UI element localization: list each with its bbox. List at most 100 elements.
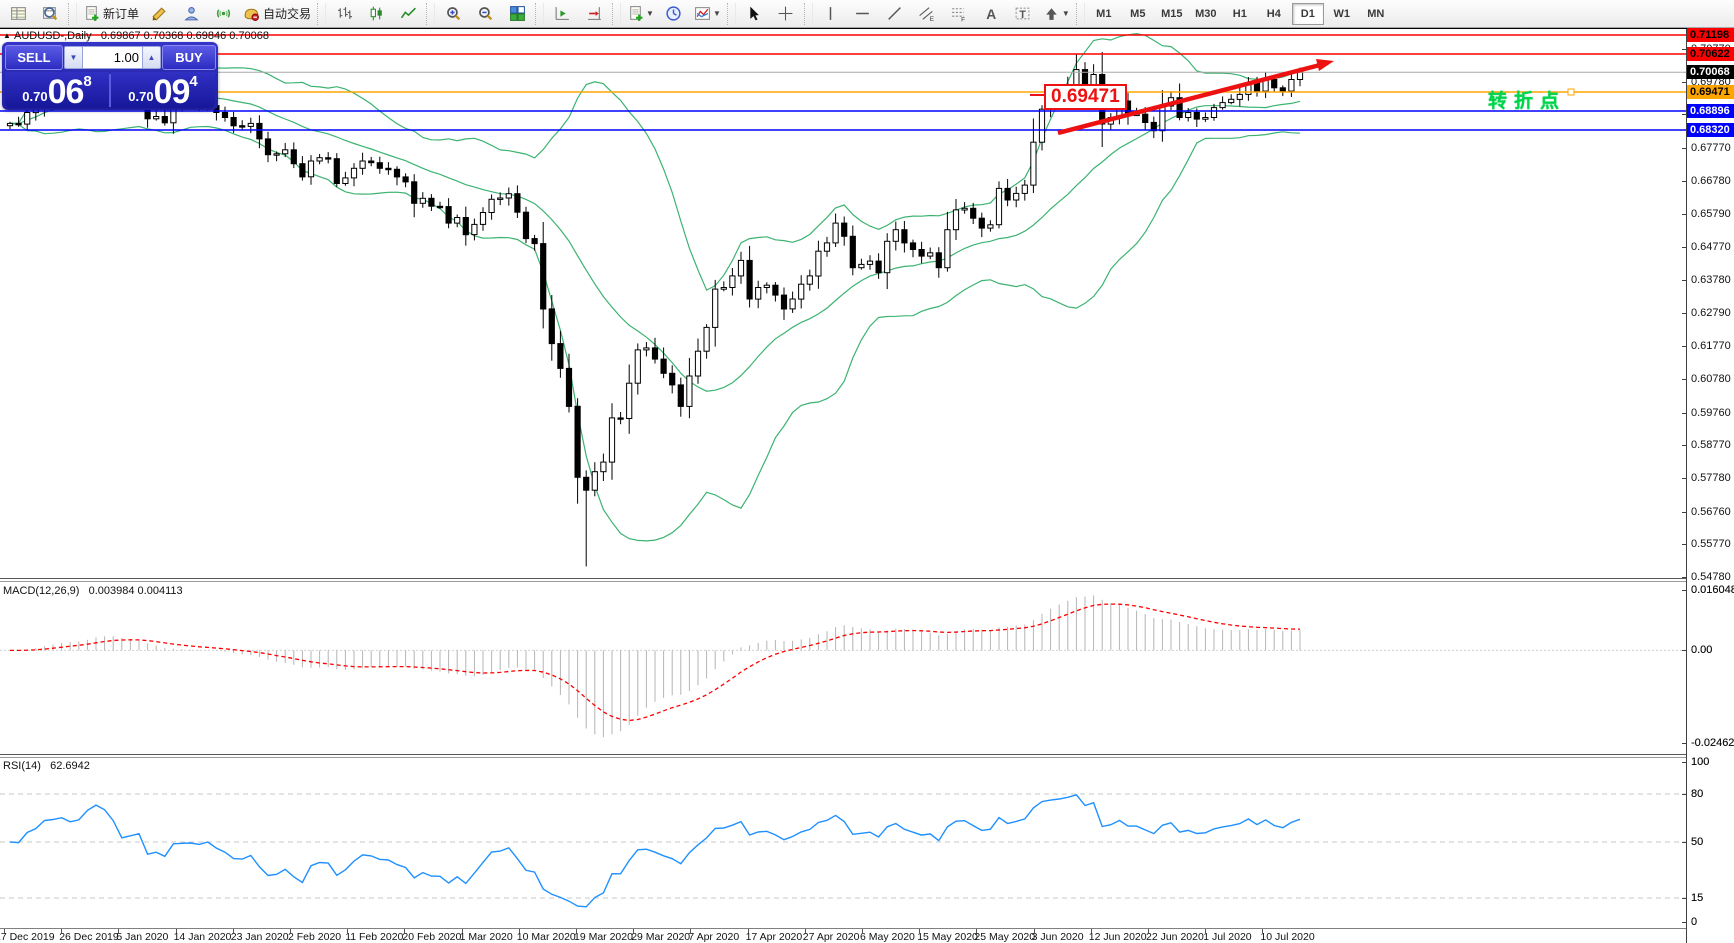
rsi-tick-label: 15 — [1691, 892, 1704, 904]
buy-button[interactable]: BUY — [162, 45, 216, 70]
zoom-in-button[interactable] — [438, 1, 468, 27]
axis-tick — [1682, 743, 1687, 744]
timeframe-button-w1[interactable]: W1 — [1333, 7, 1351, 20]
terminal-button[interactable] — [176, 1, 206, 27]
turning-point-label[interactable]: 转折点 — [1488, 91, 1567, 112]
date-label: 2 Feb 2020 — [288, 931, 342, 943]
auto-scroll-button[interactable] — [547, 1, 577, 27]
date-label: 22 Jun 2020 — [1146, 931, 1204, 943]
date-axis[interactable]: 17 Dec 2019 26 Dec 2019 5 Jan 2020 14 Jan 2… — [0, 929, 1686, 943]
new-order-button[interactable]: 新订单 — [80, 1, 142, 27]
timeframe-button-mn[interactable]: MN — [1367, 7, 1385, 20]
price-chart-svg — [0, 32, 1686, 908]
sell-price-display[interactable]: 0.70 06 8 — [5, 72, 109, 109]
timeframe-button-h4[interactable]: H4 — [1266, 7, 1281, 20]
text-label-button[interactable]: T — [1008, 1, 1038, 27]
rsi-tick-label: 100 — [1691, 756, 1710, 768]
main-macd-separator[interactable] — [0, 578, 1686, 579]
line-chart-icon — [400, 5, 417, 22]
timeframe-button-h1[interactable]: H1 — [1232, 7, 1247, 20]
macd-rsi-separator[interactable] — [0, 754, 1686, 755]
signals-button[interactable] — [208, 1, 238, 27]
dropdown-caret-icon[interactable]: ▼ — [712, 9, 721, 18]
crosshair-button[interactable] — [771, 1, 801, 27]
clock-button[interactable] — [659, 1, 689, 27]
chart-symbol-period: AUDUSD-,Daily — [14, 30, 92, 42]
price-tick-label: 0.54780 — [1691, 571, 1731, 583]
macd-tick-label: -0.024625 — [1691, 737, 1734, 749]
volume-input[interactable] — [82, 46, 144, 69]
axis-tick — [1682, 346, 1687, 348]
market-watch-icon — [10, 5, 27, 22]
macd-name: MACD(12,26,9) — [3, 585, 80, 597]
chart-shift-button[interactable] — [579, 1, 609, 27]
date-tick — [290, 929, 291, 933]
price-callout-tick — [1030, 94, 1044, 96]
sell-button[interactable]: SELL — [5, 45, 63, 70]
timeframe-button-m15[interactable]: M15 — [1161, 7, 1183, 20]
dropdown-caret-icon[interactable]: ▼ — [646, 9, 654, 18]
date-tick — [633, 929, 635, 933]
timeframe-button-m5[interactable]: M5 — [1130, 7, 1146, 20]
date-label: 12 Jun 2020 — [1088, 931, 1147, 943]
axis-tick — [1682, 312, 1687, 314]
cursor-button[interactable] — [739, 1, 769, 27]
axis-tick — [1682, 279, 1687, 281]
price-callout-label[interactable]: 0.69471 — [1044, 84, 1127, 110]
fibonacci-button[interactable]: F — [944, 1, 974, 27]
price-tick-label: 0.59760 — [1691, 406, 1731, 419]
data-window-button[interactable] — [35, 1, 65, 27]
axis-tick — [1682, 898, 1687, 899]
macd-rsi-separator-2 — [0, 757, 1686, 758]
axis-tick — [1682, 842, 1687, 843]
date-tick — [1090, 929, 1092, 933]
date-tick — [1148, 929, 1149, 933]
timeframe-button-d1[interactable]: D1 — [1291, 2, 1324, 25]
zoom-out-button[interactable] — [470, 1, 500, 27]
dropdown-caret-icon[interactable]: ▼ — [1061, 9, 1070, 18]
new-chart-button[interactable]: ▼ — [624, 1, 657, 27]
trendline-button[interactable] — [880, 1, 910, 27]
line-chart-button[interactable] — [393, 1, 423, 27]
trend-arrow[interactable] — [1057, 59, 1334, 136]
horizontal-line-button[interactable] — [848, 1, 878, 27]
price-tick-label: 0.57780 — [1691, 471, 1731, 484]
market-watch-button[interactable] — [3, 1, 33, 27]
price-axis[interactable]: 0.0160480.00-0.02462510080501500.707700.… — [1682, 28, 1734, 943]
trade-panel-divider — [109, 74, 111, 107]
cursor-icon — [745, 5, 762, 22]
volume-increase-button[interactable]: ▲ — [142, 46, 161, 69]
price-tick-label: 0.67770 — [1691, 142, 1731, 155]
axis-tick — [1682, 794, 1687, 795]
price-tick-label: 0.58770 — [1691, 439, 1731, 452]
sell-price-pip: 8 — [83, 73, 92, 90]
bar-chart-button[interactable] — [329, 1, 359, 27]
equidistant-channel-button[interactable]: E — [912, 1, 942, 27]
timeframe-button-m30[interactable]: M30 — [1195, 7, 1217, 20]
main-macd-separator-2 — [0, 581, 1686, 582]
price-tick-label: 0.62790 — [1691, 306, 1731, 319]
arrows-button[interactable]: ▼ — [1040, 1, 1073, 27]
candlestick-chart-button[interactable] — [361, 1, 391, 27]
chart-title: AUDUSD-,Daily 0.69867 0.70368 0.69846 0.… — [14, 30, 269, 42]
indicators-button[interactable]: ▼ — [691, 1, 724, 27]
tile-windows-button[interactable] — [502, 1, 532, 27]
main-toolbar: 新订单 自动交易 ▼ ▼ E F A T ▼ M1 M5 M15 M30 H1 H4 D1 W1 MN — [0, 0, 1734, 28]
autotrading-button[interactable]: 自动交易 — [240, 1, 314, 27]
axis-tick — [1682, 511, 1687, 513]
date-label: 11 Feb 2020 — [345, 931, 404, 943]
level-lines[interactable] — [0, 34, 1686, 131]
rsi-tick-label: 80 — [1691, 788, 1704, 800]
zoom-in-icon — [445, 5, 462, 22]
text-button[interactable]: A — [976, 1, 1006, 27]
date-tick — [1205, 929, 1207, 933]
date-tick — [61, 929, 63, 933]
price-tick-label: 0.64770 — [1691, 241, 1731, 254]
toolbar-separator — [535, 2, 545, 25]
metaeditor-button[interactable] — [144, 1, 174, 27]
vertical-line-button[interactable] — [816, 1, 846, 27]
buy-price-display[interactable]: 0.70 09 4 — [111, 72, 215, 109]
timeframe-button-m1[interactable]: M1 — [1096, 7, 1112, 20]
chart-plot-area — [0, 29, 1686, 943]
volume-decrease-button[interactable]: ▼ — [64, 46, 83, 69]
